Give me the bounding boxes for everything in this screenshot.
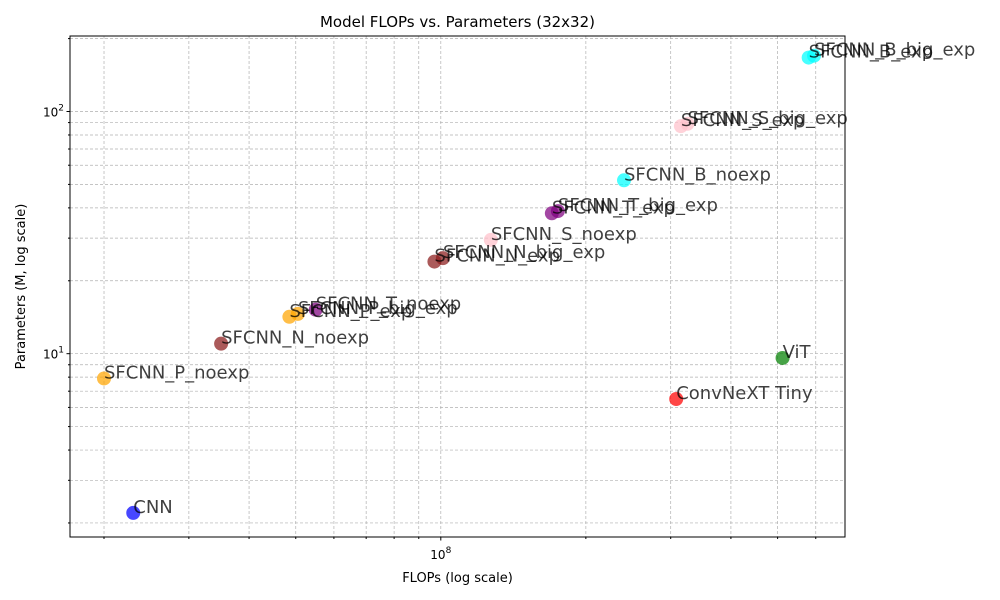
point-label: ViT <box>783 342 812 363</box>
scatter-point <box>669 391 684 406</box>
point-label: CNN <box>133 497 173 518</box>
point-label: SFCNN_B_exp <box>809 42 933 63</box>
point-label: SFCNN_T_exp <box>552 197 675 218</box>
point-label: SFCNN_P_exp <box>289 301 412 322</box>
scatter-point <box>617 173 632 188</box>
y-axis-label: Parameters (M, log scale) <box>14 204 29 370</box>
scatter-point <box>550 204 565 219</box>
data-points <box>97 48 822 520</box>
point-label: SFCNN_T_noexp <box>316 294 462 315</box>
scatter-point <box>97 371 112 386</box>
point-label: SFCNN_P_noexp <box>104 362 249 383</box>
point-label: SFCNN_P_big_exp <box>298 298 458 319</box>
point-label: SFCNN_N_noexp <box>221 328 369 349</box>
scatter-point <box>775 350 790 365</box>
chart-title: Model FLOPs vs. Parameters (32x32) <box>320 13 595 31</box>
point-label: SFCNN_B_big_exp <box>814 40 975 61</box>
point-label: SFCNN_S_exp <box>681 110 805 131</box>
scatter-point <box>214 336 229 351</box>
x-tick-label: 108 <box>430 546 451 562</box>
x-axis-label: FLOPs (log scale) <box>402 571 513 586</box>
point-label: ConvNeXT Tiny <box>676 383 813 404</box>
point-label: SFCNN_N_exp <box>434 246 560 267</box>
point-label: SFCNN_S_big_exp <box>687 108 847 129</box>
y-tick-label: 102 <box>43 104 64 120</box>
point-label: SFCNN_B_noexp <box>624 164 771 185</box>
point-label: SFCNN_S_noexp <box>491 224 637 245</box>
grid-lines <box>70 36 845 537</box>
y-tick-label: 101 <box>43 346 64 362</box>
scatter-point <box>126 505 141 520</box>
point-label: SFCNN_T_big_exp <box>558 195 718 216</box>
scatter-point <box>308 302 323 317</box>
plot-frame <box>69 35 846 538</box>
scatter-point <box>290 306 305 321</box>
point-label: SFCNN_N_big_exp <box>443 242 605 263</box>
axis-ticks: 108 101 102 <box>43 38 817 562</box>
scatter-point <box>680 116 695 131</box>
point-labels: CNN SFCNN_P_noexp SFCNN_N_noexp SFCNN_P_exp… <box>104 40 975 518</box>
scatter-point <box>807 48 822 63</box>
scatter-point <box>483 232 498 247</box>
scatter-point <box>435 251 450 266</box>
